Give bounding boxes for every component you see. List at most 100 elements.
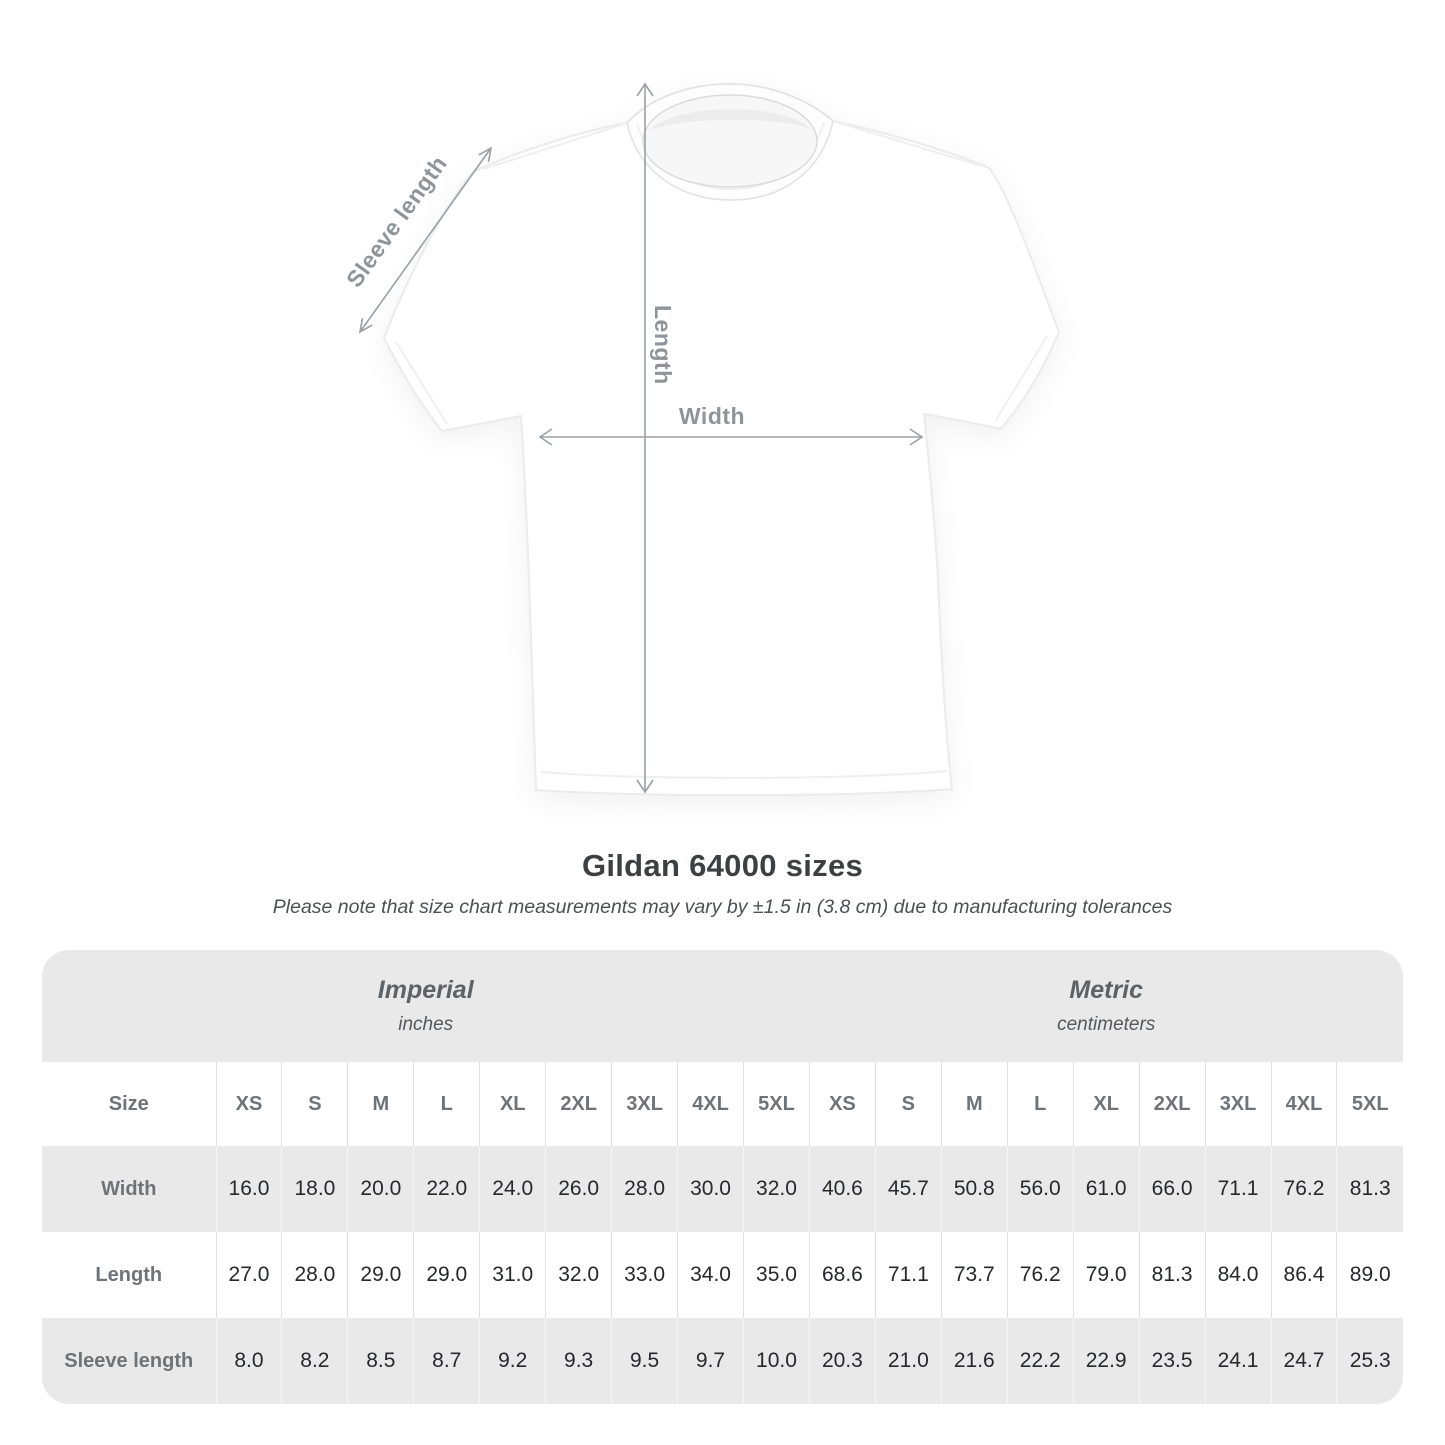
value-cell: 35.0 <box>743 1232 810 1318</box>
value-cell: 33.0 <box>611 1232 678 1318</box>
row-label: Width <box>101 1177 157 1200</box>
shoulder-seam-right <box>832 120 979 166</box>
size-header-cell: 2XL <box>1138 1062 1206 1146</box>
value-cell: 9.3 <box>545 1318 612 1404</box>
value-cell: 8.5 <box>347 1318 414 1404</box>
value-cell: 29.0 <box>413 1232 480 1318</box>
value-cell: 84.0 <box>1204 1232 1271 1318</box>
value-cell: 18.0 <box>281 1146 348 1232</box>
value-cell: 31.0 <box>479 1232 546 1318</box>
value-cell: 32.0 <box>545 1232 612 1318</box>
size-header-cell: XL <box>479 1062 546 1146</box>
size-header-cell: M <box>347 1062 414 1146</box>
value-cell: 22.9 <box>1072 1318 1140 1404</box>
value-cell: 20.3 <box>808 1318 876 1404</box>
width-label: Width <box>679 403 745 429</box>
metric-label: Metric <box>1069 976 1144 1004</box>
length-arrow <box>636 82 654 794</box>
imperial-header: Imperial inches <box>42 950 809 1062</box>
value-cell: 23.5 <box>1138 1318 1206 1404</box>
size-header-cell: M <box>940 1062 1008 1146</box>
value-cell: 24.1 <box>1204 1318 1271 1404</box>
value-cell: 9.5 <box>611 1318 678 1404</box>
unit-header-row: Imperial inches Metric centimeters <box>42 950 1403 1062</box>
value-cell: 66.0 <box>1138 1146 1206 1232</box>
value-cell: 22.2 <box>1006 1318 1074 1404</box>
value-cell: 21.0 <box>874 1318 942 1404</box>
length-row: Length 27.0 28.0 29.0 29.0 31.0 32.0 33.… <box>42 1232 1403 1318</box>
row-label: Length <box>95 1263 163 1286</box>
size-header-cell: 3XL <box>611 1062 678 1146</box>
size-header-cell: XS <box>215 1062 282 1146</box>
value-cell: 68.6 <box>808 1232 876 1318</box>
value-cell: 73.7 <box>940 1232 1008 1318</box>
value-cell: 20.0 <box>347 1146 414 1232</box>
size-header-cell: 4XL <box>677 1062 744 1146</box>
value-cell: 81.3 <box>1138 1232 1206 1318</box>
value-cell: 86.4 <box>1270 1232 1337 1318</box>
value-cell: 16.0 <box>215 1146 282 1232</box>
value-cell: 28.0 <box>281 1232 348 1318</box>
value-cell: 56.0 <box>1006 1146 1074 1232</box>
value-cell: 28.0 <box>611 1146 678 1232</box>
width-row: Width 16.0 18.0 20.0 22.0 24.0 26.0 28.0… <box>42 1146 1403 1232</box>
collar-inner-shadow <box>648 109 812 132</box>
value-cell: 9.2 <box>479 1318 546 1404</box>
value-cell: 76.2 <box>1270 1146 1337 1232</box>
sleeve-length-arrow <box>358 146 493 334</box>
value-cell: 89.0 <box>1336 1232 1403 1318</box>
imperial-units: inches <box>398 1014 454 1035</box>
value-cell: 30.0 <box>677 1146 744 1232</box>
size-header-cell: S <box>874 1062 942 1146</box>
size-header-cell: 5XL <box>1336 1062 1403 1146</box>
tshirt-measurement-diagram: Length Width Sleeve length <box>341 82 1061 797</box>
value-cell: 26.0 <box>545 1146 612 1232</box>
heading-block: Gildan 64000 sizes Please note that size… <box>0 848 1445 919</box>
row-label: Sleeve length <box>64 1349 194 1372</box>
value-cell: 50.8 <box>940 1146 1008 1232</box>
size-row-label: Size <box>108 1092 149 1115</box>
size-chart-table: Imperial inches Metric centimeters Size … <box>42 950 1403 1404</box>
value-cell: 71.1 <box>1204 1146 1271 1232</box>
value-cell: 71.1 <box>874 1232 942 1318</box>
size-header-cell: 5XL <box>743 1062 810 1146</box>
size-header-cell: 3XL <box>1204 1062 1271 1146</box>
value-cell: 24.7 <box>1270 1318 1337 1404</box>
tshirt-illustration <box>382 82 1061 797</box>
value-cell: 21.6 <box>940 1318 1008 1404</box>
left-cuff-seam <box>395 341 448 425</box>
length-label: Length <box>650 305 676 385</box>
sleeve-length-row: Sleeve length 8.0 8.2 8.5 8.7 9.2 9.3 9.… <box>42 1318 1403 1404</box>
value-cell: 40.6 <box>808 1146 876 1232</box>
value-cell: 25.3 <box>1336 1318 1403 1404</box>
value-cell: 29.0 <box>347 1232 414 1318</box>
value-cell: 81.3 <box>1336 1146 1403 1232</box>
value-cell: 8.0 <box>215 1318 282 1404</box>
value-cell: 76.2 <box>1006 1232 1074 1318</box>
value-cell: 22.0 <box>413 1146 480 1232</box>
size-header-cell: 4XL <box>1270 1062 1337 1146</box>
size-header-cell: XL <box>1072 1062 1140 1146</box>
value-cell: 24.0 <box>479 1146 546 1232</box>
page-subtitle: Please note that size chart measurements… <box>272 896 1173 918</box>
value-cell: 61.0 <box>1072 1146 1140 1232</box>
size-header-cell: 2XL <box>545 1062 612 1146</box>
right-cuff-seam <box>995 335 1048 421</box>
metric-units: centimeters <box>1057 1014 1156 1035</box>
value-cell: 79.0 <box>1072 1232 1140 1318</box>
value-cell: 34.0 <box>677 1232 744 1318</box>
value-cell: 32.0 <box>743 1146 810 1232</box>
metric-header: Metric centimeters <box>809 950 1403 1062</box>
value-cell: 8.2 <box>281 1318 348 1404</box>
imperial-label: Imperial <box>377 976 474 1004</box>
collar-opening <box>642 94 818 188</box>
value-cell: 27.0 <box>215 1232 282 1318</box>
value-cell: 9.7 <box>677 1318 744 1404</box>
size-header-cell: L <box>413 1062 480 1146</box>
size-header-cell: XS <box>808 1062 876 1146</box>
shoulder-seam-left <box>483 122 628 170</box>
width-arrow <box>538 428 924 446</box>
size-header-row: Size XS S M L XL 2XL 3XL 4XL 5XL XS S M … <box>42 1062 1403 1146</box>
page-title: Gildan 64000 sizes <box>581 848 864 883</box>
value-cell: 8.7 <box>413 1318 480 1404</box>
